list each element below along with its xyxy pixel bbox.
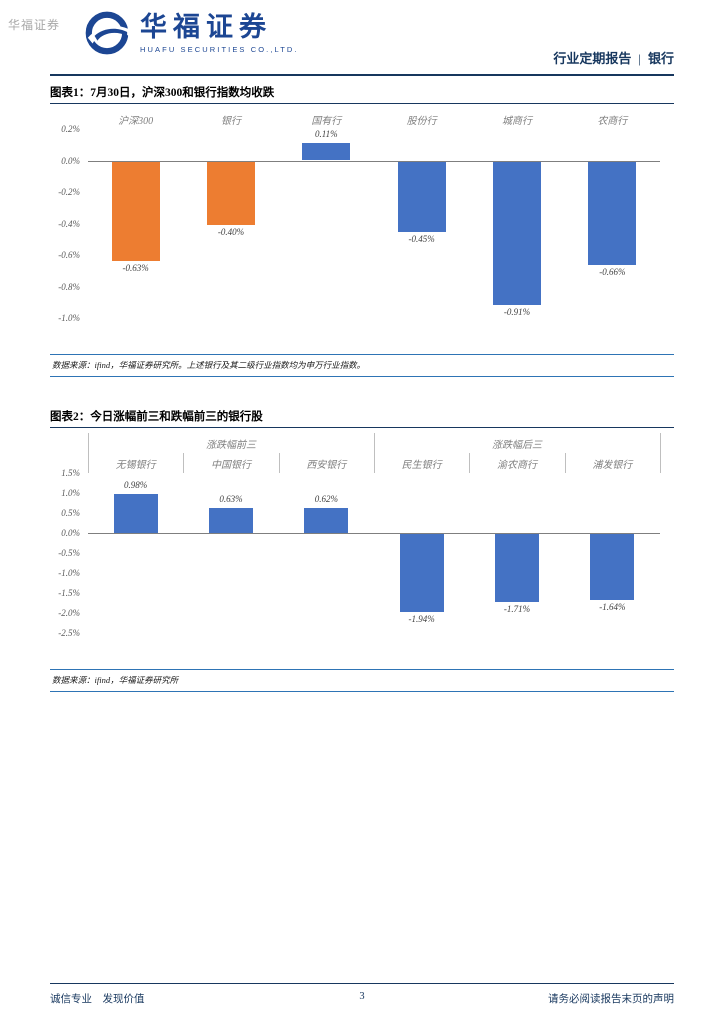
bar-value-label: -1.71% <box>503 604 531 615</box>
category-label: 国有行 <box>311 115 342 127</box>
axis-divider <box>183 453 185 473</box>
report-type-label: 行业定期报告 <box>553 51 632 66</box>
bar-value-label: 0.98% <box>124 479 148 490</box>
category-label: 浦发银行 <box>592 459 633 471</box>
y-tick-label: -0.2% <box>58 187 80 197</box>
category-label: 西安银行 <box>306 459 347 471</box>
category-label: 股份行 <box>406 115 437 127</box>
y-tick-label: -0.4% <box>58 218 80 229</box>
figure-1-chart: 沪深300 银行 国有行 股份行 城商行 农商行 0.2% 0.0% -0.2% -0.4% -0.… <box>50 109 674 328</box>
category-label: 民生银行 <box>401 459 442 471</box>
bar-value-label: 0.63% <box>219 493 243 504</box>
axis-divider <box>564 453 566 473</box>
bar <box>304 508 349 533</box>
axis-divider <box>88 433 89 473</box>
report-type-header: 行业定期报告 | 银行 <box>553 48 674 67</box>
group-label: 涨跌幅后三 <box>492 439 542 451</box>
logo-company-name: 华福证券 <box>140 12 272 42</box>
category-label: 渝农商行 <box>496 459 537 471</box>
axis-divider <box>278 453 280 473</box>
bar <box>111 161 160 261</box>
category-label: 城商行 <box>501 115 532 127</box>
header-divider: | <box>638 51 641 66</box>
header-rule <box>50 74 674 76</box>
bar <box>209 507 253 533</box>
y-tick-label: 1.5% <box>61 468 80 478</box>
logo-company-name-en: HUAFU SECURITIES CO.,LTD. <box>140 45 299 54</box>
bar <box>113 493 158 533</box>
bar <box>590 534 635 600</box>
y-tick-label: 0.0% <box>61 528 80 538</box>
bar-value-label: 0.11% <box>315 129 338 140</box>
footer-slogan: 诚信专业 发现价值 <box>50 994 145 1005</box>
category-label: 无锡银行 <box>115 459 156 471</box>
logo-text: 华福证券 HUAFU SECURITIES CO.,LTD. <box>140 12 299 54</box>
y-tick-label: -0.8% <box>58 281 80 292</box>
y-tick-label: 0.2% <box>61 124 80 134</box>
huafu-logo-icon <box>84 10 130 56</box>
category-label: 沪深300 <box>118 115 154 127</box>
y-tick-label: 0.5% <box>61 508 80 518</box>
figure-2-source-row: 数据来源：ifind，华福证券研究所 <box>50 669 674 692</box>
y-tick-label: -2.5% <box>58 628 80 638</box>
axis-divider <box>469 453 471 473</box>
figure-2-title-rule <box>50 427 674 428</box>
bar <box>302 143 351 161</box>
y-tick-label: -0.5% <box>58 548 80 558</box>
bar <box>399 534 444 612</box>
page-number: 3 <box>359 991 365 1002</box>
y-tick-label: -0.6% <box>58 250 80 260</box>
huafu-logo: 华福证券 HUAFU SECURITIES CO.,LTD. <box>84 10 299 56</box>
figure-1-source: 数据来源：ifind，华福证券研究所。上述银行及其二级行业指数均为申万行业指数。 <box>52 360 366 370</box>
figure-1-block: 图表1：7月30日，沪深300和银行指数均收跌 沪深300 银行 国有行 股份行 城商行… <box>50 86 674 377</box>
bar-value-label: -1.64% <box>599 601 626 612</box>
figure-2-source: 数据来源：ifind，华福证券研究所 <box>52 675 179 685</box>
bar-value-label: -1.94% <box>408 613 435 624</box>
bar <box>207 161 255 225</box>
figure-2-block: 图表2：今日涨幅前三和跌幅前三的银行股 涨跌幅前三 涨跌幅后三无锡银行 中国银行 西安… <box>50 410 674 692</box>
bar-value-label: -0.45% <box>408 234 435 245</box>
bar-value-label: -0.91% <box>503 306 531 317</box>
bar-value-label: -0.40% <box>217 226 245 237</box>
watermark: 华福证券 <box>8 18 61 32</box>
axis-divider <box>374 433 375 473</box>
category-label: 中国银行 <box>210 459 251 471</box>
bar <box>493 161 541 305</box>
figure-1-title: 图表1：7月30日，沪深300和银行指数均收跌 <box>50 87 275 99</box>
y-tick-label: 1.0% <box>61 488 80 498</box>
industry-label: 银行 <box>647 51 674 66</box>
bar <box>397 161 446 233</box>
zero-axis-line <box>88 160 660 162</box>
footer-disclaimer: 请务必阅读报告末页的声明 <box>548 994 674 1005</box>
footer-rule <box>50 983 674 984</box>
category-label: 农商行 <box>597 115 628 127</box>
figure-1-source-row: 数据来源：ifind，华福证券研究所。上述银行及其二级行业指数均为申万行业指数。 <box>50 354 674 377</box>
y-tick-label: -1.5% <box>58 588 80 598</box>
bar-value-label: -0.66% <box>599 267 626 278</box>
axis-divider <box>660 433 661 473</box>
bar <box>495 534 539 603</box>
category-label: 银行 <box>220 115 241 127</box>
figure-1-title-rule <box>50 103 674 104</box>
figure-2-chart: 涨跌幅前三 涨跌幅后三无锡银行 中国银行 西安银行 民生银行 渝农商行 浦发银行 1.5% 1.… <box>50 433 674 643</box>
y-tick-label: -2.0% <box>58 608 80 618</box>
bar-value-label: -0.63% <box>122 262 149 273</box>
figure-2-title: 图表2：今日涨幅前三和跌幅前三的银行股 <box>50 411 263 423</box>
y-tick-label: -1.0% <box>58 313 80 323</box>
y-tick-label: -1.0% <box>58 568 80 578</box>
bar <box>588 161 637 266</box>
y-tick-label: 0.0% <box>61 155 80 166</box>
group-label: 涨跌幅前三 <box>206 439 256 451</box>
bar-value-label: 0.62% <box>314 494 338 505</box>
zero-axis-line <box>88 533 660 534</box>
